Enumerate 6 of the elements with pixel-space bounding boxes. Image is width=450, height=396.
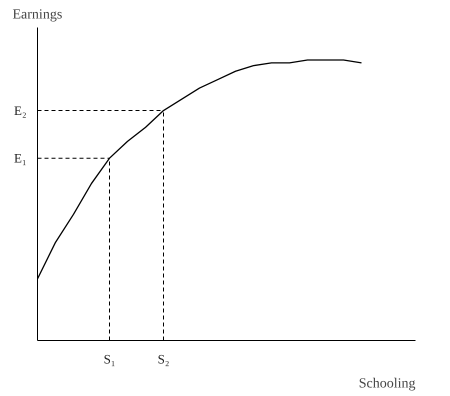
- y-axis-title: Earnings: [12, 8, 62, 22]
- x-axis-title: Schooling: [358, 376, 416, 392]
- x-tick-label: S₂: [158, 352, 170, 366]
- ref-line-label: E₁: [14, 150, 27, 166]
- ref-line-label: E₂: [14, 103, 27, 118]
- x-tick-label: S₁: [104, 352, 116, 366]
